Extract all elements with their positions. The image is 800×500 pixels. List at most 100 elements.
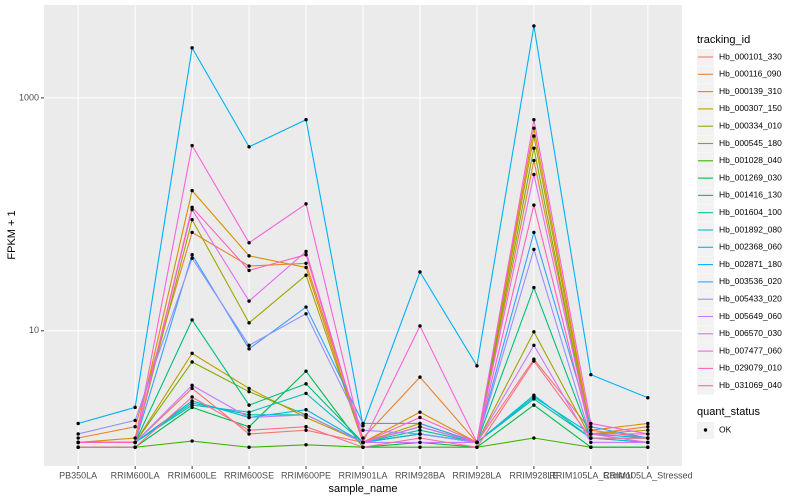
point xyxy=(247,264,251,268)
point xyxy=(589,445,593,449)
point xyxy=(532,230,536,235)
point xyxy=(418,375,422,379)
point xyxy=(133,445,137,449)
point xyxy=(646,428,650,432)
point xyxy=(361,421,365,426)
point xyxy=(247,321,251,325)
point xyxy=(475,445,479,449)
point xyxy=(304,117,308,122)
point xyxy=(190,360,194,364)
point xyxy=(532,24,536,28)
point xyxy=(361,436,365,440)
y-tick-label: 10 xyxy=(29,325,39,335)
point xyxy=(133,440,137,445)
point xyxy=(304,253,308,257)
legend-label: Hb_005433_020 xyxy=(719,293,782,303)
point xyxy=(646,436,650,440)
point xyxy=(532,126,536,130)
point xyxy=(304,382,308,386)
point xyxy=(76,432,80,436)
point xyxy=(646,425,650,429)
point xyxy=(190,399,194,403)
legend-label: Hb_002368_060 xyxy=(719,242,782,252)
point xyxy=(361,440,365,445)
point xyxy=(247,410,251,414)
point xyxy=(532,247,536,252)
point xyxy=(247,343,251,348)
point xyxy=(304,413,308,417)
point xyxy=(247,445,251,449)
point xyxy=(418,270,422,274)
point xyxy=(304,369,308,373)
point xyxy=(646,432,650,436)
point xyxy=(418,436,422,440)
point xyxy=(589,440,593,445)
point xyxy=(418,445,422,449)
legend-label: Hb_000139_310 xyxy=(719,86,782,96)
legend-label: Hb_001416_130 xyxy=(719,190,782,200)
point xyxy=(646,440,650,445)
point xyxy=(475,364,479,368)
legend-label: Hb_000334_010 xyxy=(719,120,782,130)
point xyxy=(532,172,536,177)
point xyxy=(418,428,422,432)
legend-label: Hb_001028_040 xyxy=(719,155,782,165)
point xyxy=(190,395,194,399)
point xyxy=(304,312,308,316)
point xyxy=(190,439,194,443)
point xyxy=(532,203,536,207)
x-tick-label: RRIM105LA_Control xyxy=(549,470,632,480)
point xyxy=(475,440,479,445)
point xyxy=(304,202,308,206)
point xyxy=(190,318,194,322)
legend-title: quant_status xyxy=(697,406,760,418)
point xyxy=(190,253,194,257)
point xyxy=(589,428,593,432)
x-tick-label: RRIM600PE xyxy=(281,470,331,480)
point xyxy=(190,386,194,391)
point xyxy=(304,273,308,277)
legend-label: Hb_005649_060 xyxy=(719,311,782,321)
x-tick-label: RRIM600SE xyxy=(224,470,274,480)
legend-title: tracking_id xyxy=(697,34,750,46)
point xyxy=(361,428,365,432)
point xyxy=(304,305,308,309)
x-axis-title: sample_name xyxy=(328,483,397,495)
point xyxy=(247,254,251,258)
point xyxy=(304,249,308,254)
point xyxy=(304,425,308,429)
x-tick-label: RRIM600LE xyxy=(168,470,217,480)
point xyxy=(589,436,593,440)
point xyxy=(532,359,536,363)
point xyxy=(247,347,251,351)
point xyxy=(532,403,536,407)
legend-key xyxy=(703,428,708,432)
point xyxy=(133,436,137,440)
point xyxy=(532,146,536,150)
point xyxy=(247,425,251,429)
x-tick-label: RRIM901LA xyxy=(338,470,387,480)
point xyxy=(247,389,251,394)
point xyxy=(247,413,251,417)
legend-label: Hb_000116_090 xyxy=(719,69,782,79)
point xyxy=(304,265,308,270)
legend-label: Hb_003536_020 xyxy=(719,276,782,286)
point xyxy=(247,415,251,420)
point xyxy=(418,421,422,426)
point xyxy=(532,117,536,122)
point xyxy=(418,425,422,429)
legend-label: Hb_000101_330 xyxy=(719,51,782,61)
point xyxy=(247,386,251,391)
x-tick-label: RRIM928LA xyxy=(452,470,501,480)
point xyxy=(76,436,80,440)
point xyxy=(247,428,251,432)
x-tick-label: RRIM105LA_Stressed xyxy=(603,470,693,480)
x-tick-label: RRIM928BA xyxy=(395,470,445,480)
point xyxy=(304,428,308,432)
point xyxy=(247,241,251,245)
legend-label: Hb_000545_180 xyxy=(719,138,782,148)
x-tick-label: PB350LA xyxy=(59,470,97,480)
point xyxy=(190,188,194,193)
point xyxy=(361,445,365,449)
